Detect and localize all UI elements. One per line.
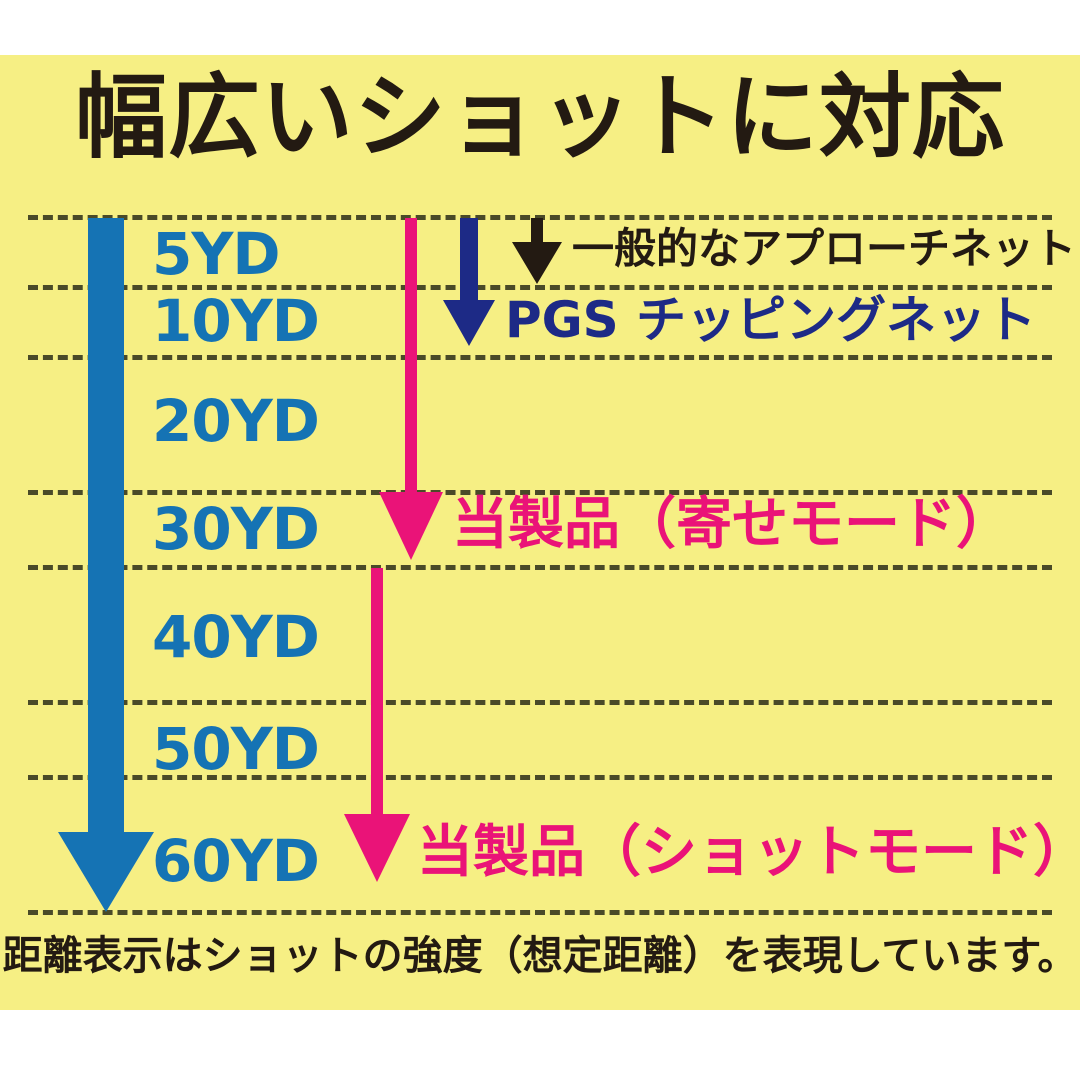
pgs-net-arrow-icon	[443, 300, 495, 346]
scale-label-10yd: 10YD	[152, 287, 320, 355]
product-shot-arrow-shaft	[371, 568, 383, 820]
scale-label-60yd: 60YD	[152, 827, 320, 895]
gridline-5	[28, 565, 1052, 570]
scale-label-50yd: 50YD	[152, 715, 320, 783]
page-title: 幅広いショットに対応	[74, 64, 1005, 171]
product-yose-arrow-shaft	[405, 218, 417, 498]
scale-label-40yd: 40YD	[152, 603, 320, 671]
product-yose-arrow-icon	[379, 492, 443, 560]
gridline-7	[28, 775, 1052, 780]
gridline-3	[28, 355, 1052, 360]
legend-label-pgs-net: PGS チッピングネット	[505, 291, 1037, 349]
generic-net-arrow-shaft	[531, 218, 543, 248]
scale-label-30yd: 30YD	[152, 495, 320, 563]
full-range-arrow-icon	[58, 832, 154, 912]
yellow-panel	[0, 55, 1080, 1010]
generic-net-arrow-icon	[512, 242, 562, 284]
scale-label-20yd: 20YD	[152, 387, 320, 455]
gridline-2	[28, 285, 1052, 290]
gridline-1	[28, 215, 1052, 220]
pgs-net-arrow-shaft	[460, 218, 478, 308]
gridline-8	[28, 910, 1052, 915]
gridline-4	[28, 490, 1052, 495]
full-range-arrow-shaft	[88, 218, 124, 838]
legend-label-product-yose: 当製品（寄せモード）	[452, 492, 1012, 557]
legend-label-product-shot: 当製品（ショットモード）	[417, 820, 1080, 885]
product-shot-arrow-icon	[344, 814, 410, 882]
gridline-6	[28, 700, 1052, 705]
scale-label-5yd: 5YD	[152, 220, 280, 288]
legend-label-generic-net: 一般的なアプローチネット	[572, 224, 1077, 273]
footer-note: 距離表示はショットの強度（想定距離）を表現しています。	[2, 933, 1078, 979]
